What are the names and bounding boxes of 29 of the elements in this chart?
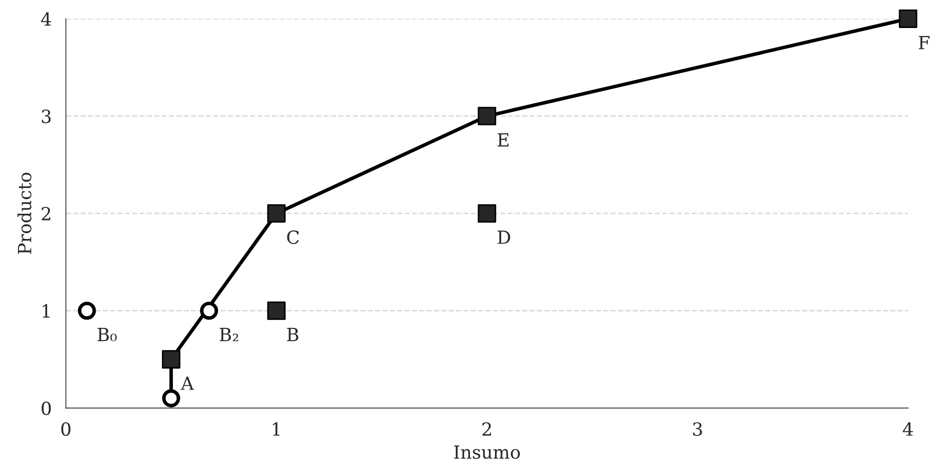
y-tick-label: 0	[42, 401, 51, 416]
annotation: D	[498, 230, 510, 244]
y-tick-label: 2	[42, 206, 50, 220]
point	[267, 302, 286, 320]
annotation: C	[287, 230, 299, 244]
annotation: F	[918, 36, 930, 50]
annotation: B	[287, 328, 298, 342]
y-tick-label: 3	[42, 110, 51, 124]
x-tick-label: 3	[693, 422, 702, 436]
point	[78, 302, 96, 320]
point	[898, 10, 918, 28]
annotation: B₀	[98, 328, 117, 342]
annotation: B₂	[220, 328, 238, 342]
y-tick-label: 1	[42, 304, 50, 318]
x-tick-label: 1	[272, 422, 280, 436]
y-tick-label: 4	[41, 12, 52, 26]
point	[200, 302, 218, 320]
x-tick-label: 2	[482, 422, 491, 436]
annotation: E	[498, 133, 508, 146]
x-tick-label: 0	[61, 422, 70, 436]
point	[478, 106, 496, 126]
point	[162, 389, 180, 408]
point	[162, 350, 180, 369]
x-axis-title: Insumo	[454, 446, 520, 459]
annotation: A	[180, 376, 194, 390]
y-axis-title: Producto	[17, 172, 32, 254]
point	[478, 204, 496, 223]
point	[267, 204, 286, 223]
x-tick-label: 4	[902, 422, 913, 436]
